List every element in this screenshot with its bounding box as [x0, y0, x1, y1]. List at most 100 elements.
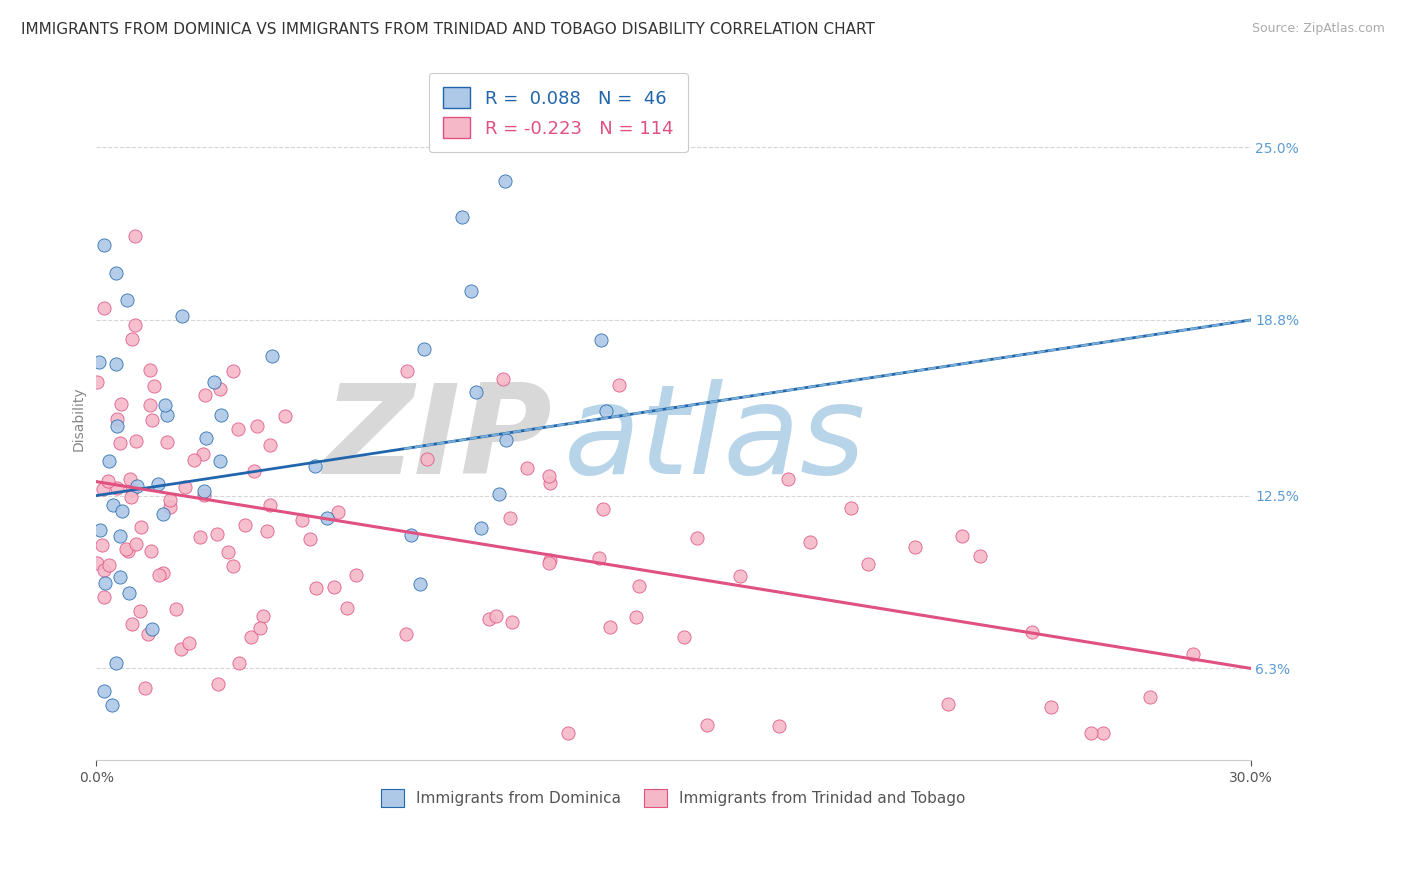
Point	[101, 498, 124, 512]
Point	[177, 636, 200, 650]
Point	[228, 656, 250, 670]
Point	[485, 609, 508, 624]
Point	[127, 478, 149, 492]
Point	[322, 580, 344, 594]
Point	[207, 677, 229, 691]
Point	[129, 605, 152, 619]
Point	[464, 385, 486, 400]
Point	[607, 378, 630, 392]
Point	[89, 355, 111, 369]
Point	[141, 622, 163, 636]
Point	[488, 487, 510, 501]
Legend: Immigrants from Dominica, Immigrants from Trinidad and Tobago: Immigrants from Dominica, Immigrants fro…	[374, 781, 973, 814]
Point	[183, 452, 205, 467]
Point	[108, 570, 131, 584]
Point	[673, 630, 696, 644]
Point	[273, 409, 295, 424]
Point	[778, 472, 800, 486]
Point	[93, 683, 115, 698]
Point	[1091, 725, 1114, 739]
Point	[588, 551, 610, 566]
Point	[141, 413, 163, 427]
Point	[108, 436, 131, 450]
Point	[156, 408, 179, 422]
Point	[591, 333, 613, 347]
Point	[93, 483, 115, 497]
Point	[188, 530, 211, 544]
Point	[90, 538, 112, 552]
Point	[120, 490, 142, 504]
Point	[470, 521, 492, 535]
Point	[148, 476, 170, 491]
Point	[538, 476, 561, 491]
Point	[624, 610, 647, 624]
Point	[938, 697, 960, 711]
Point	[1181, 648, 1204, 662]
Point	[599, 620, 621, 634]
Point	[344, 567, 367, 582]
Point	[152, 507, 174, 521]
Point	[209, 454, 232, 468]
Point	[142, 379, 165, 393]
Point	[136, 627, 159, 641]
Point	[460, 285, 482, 299]
Point	[627, 578, 650, 592]
Point	[492, 372, 515, 386]
Point	[239, 630, 262, 644]
Point	[416, 451, 439, 466]
Point	[501, 615, 523, 629]
Point	[155, 398, 177, 412]
Text: Source: ZipAtlas.com: Source: ZipAtlas.com	[1251, 22, 1385, 36]
Point	[139, 398, 162, 412]
Point	[115, 542, 138, 557]
Point	[686, 531, 709, 545]
Point	[89, 523, 111, 537]
Point	[172, 309, 194, 323]
Point	[194, 388, 217, 402]
Point	[104, 656, 127, 670]
Point	[108, 529, 131, 543]
Point	[336, 601, 359, 615]
Point	[193, 447, 215, 461]
Point	[97, 474, 120, 488]
Point	[110, 397, 132, 411]
Point	[93, 301, 115, 315]
Point	[395, 364, 418, 378]
Point	[969, 549, 991, 563]
Point	[260, 349, 283, 363]
Point	[243, 464, 266, 478]
Point	[124, 229, 146, 244]
Text: atlas: atlas	[564, 379, 866, 500]
Point	[856, 557, 879, 571]
Point	[156, 435, 179, 450]
Point	[1021, 624, 1043, 639]
Point	[409, 577, 432, 591]
Point	[328, 505, 350, 519]
Point	[259, 498, 281, 512]
Point	[93, 237, 115, 252]
Point	[159, 493, 181, 508]
Point	[139, 543, 162, 558]
Text: ZIP: ZIP	[323, 379, 553, 500]
Point	[950, 529, 973, 543]
Point	[401, 527, 423, 541]
Point	[194, 431, 217, 445]
Point	[120, 472, 142, 486]
Y-axis label: Disability: Disability	[72, 386, 86, 451]
Point	[86, 375, 108, 389]
Point	[110, 504, 132, 518]
Point	[557, 725, 579, 739]
Point	[129, 519, 152, 533]
Point	[205, 527, 228, 541]
Point	[499, 511, 522, 525]
Point	[537, 468, 560, 483]
Point	[226, 422, 249, 436]
Point	[104, 358, 127, 372]
Point	[290, 513, 312, 527]
Point	[105, 419, 128, 434]
Point	[249, 621, 271, 635]
Point	[121, 483, 143, 497]
Point	[124, 318, 146, 332]
Point	[478, 612, 501, 626]
Point	[165, 602, 187, 616]
